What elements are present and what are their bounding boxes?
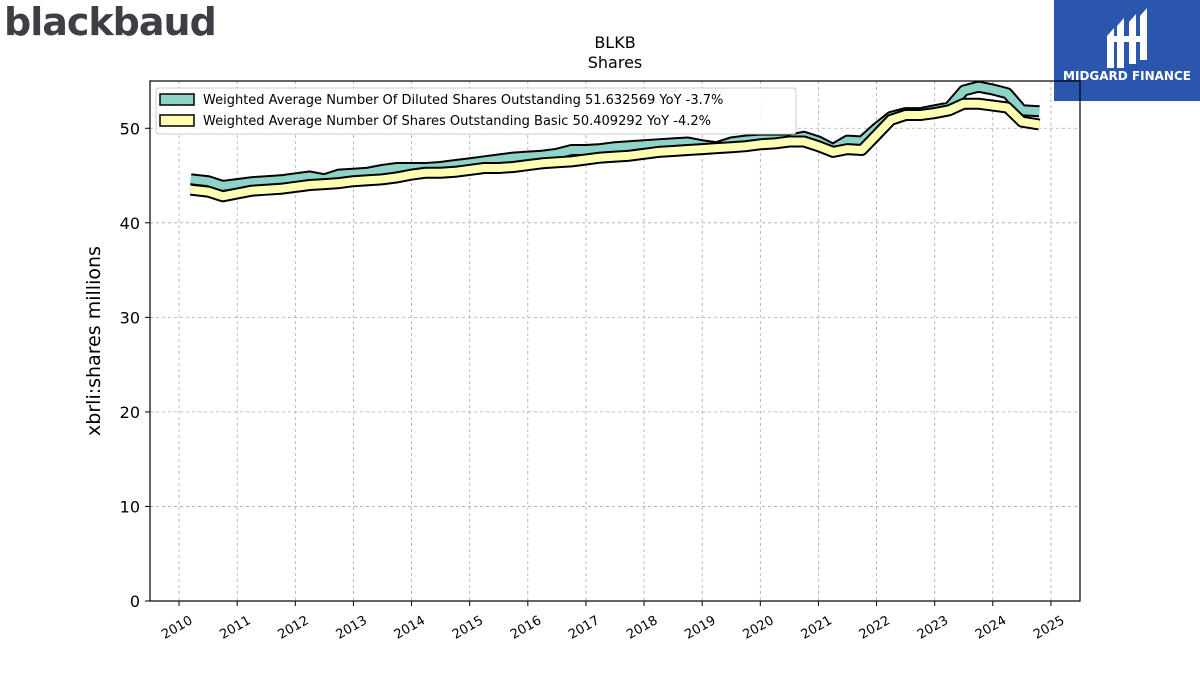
x-tick-label: 2018 bbox=[624, 613, 660, 643]
area-layer bbox=[190, 80, 1041, 203]
legend-label-basic: Weighted Average Number Of Shares Outsta… bbox=[203, 114, 711, 129]
x-tick-label: 2015 bbox=[450, 613, 486, 643]
x-tick-label: 2012 bbox=[275, 613, 311, 643]
x-tick-label: 2019 bbox=[682, 613, 718, 643]
x-tick-label: 2021 bbox=[799, 613, 835, 643]
y-tick-label: 30 bbox=[120, 308, 140, 327]
y-axis-label: xbrli:shares millions bbox=[83, 246, 105, 436]
legend-label-diluted: Weighted Average Number Of Diluted Share… bbox=[203, 93, 723, 108]
y-tick-label: 0 bbox=[130, 592, 140, 611]
x-tick-label: 2011 bbox=[217, 613, 253, 643]
y-tick-label: 20 bbox=[120, 403, 140, 422]
legend-swatch-diluted bbox=[159, 93, 195, 106]
chart-subtitle: Shares bbox=[588, 53, 643, 72]
chart-title: BLKB bbox=[594, 33, 635, 52]
badge-text: MIDGARD FINANCE bbox=[1063, 69, 1191, 83]
y-tick-label: 50 bbox=[120, 119, 140, 138]
plot-frame bbox=[149, 80, 1081, 602]
midgard-finance-badge: MIDGARD FINANCE bbox=[1054, 0, 1200, 101]
x-tick-label: 2014 bbox=[392, 613, 428, 643]
legend-box bbox=[155, 87, 797, 135]
x-tick-label: 2013 bbox=[334, 613, 370, 643]
series-basic-line bbox=[190, 99, 1040, 201]
x-tick-label: 2020 bbox=[740, 613, 776, 643]
axis-layer: 0 10 20 30 40 50 2010 2011 2012 2013 2014 2015 2016 2… bbox=[120, 119, 1068, 642]
x-tick-label: 2017 bbox=[566, 613, 602, 643]
brand-logo: blackbaud bbox=[4, 0, 217, 44]
x-tick-label: 2016 bbox=[508, 613, 544, 643]
x-tick-label: 2022 bbox=[857, 613, 893, 643]
midgard-logo-icon bbox=[1107, 8, 1147, 68]
y-tick-label: 40 bbox=[120, 214, 140, 233]
x-tick-label: 2023 bbox=[915, 613, 951, 643]
x-tick-label: 2010 bbox=[159, 613, 195, 643]
x-tick-label: 2024 bbox=[973, 613, 1009, 643]
legend: Weighted Average Number Of Diluted Share… bbox=[155, 87, 797, 135]
legend-swatch-basic bbox=[159, 114, 195, 127]
y-tick-label: 10 bbox=[120, 497, 140, 516]
x-tick-label: 2025 bbox=[1031, 613, 1067, 643]
